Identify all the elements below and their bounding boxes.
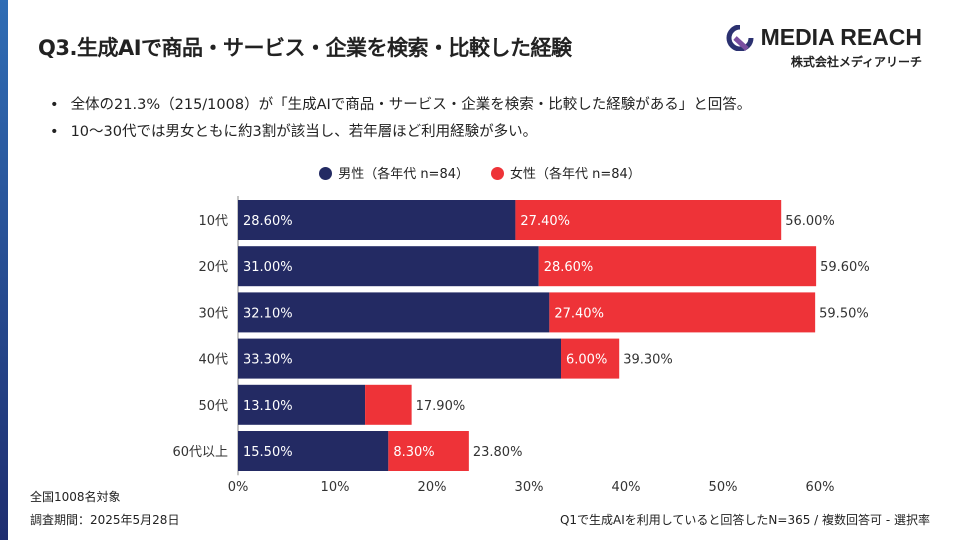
data-label-female: 28.60% (544, 260, 594, 275)
total-label: 59.50% (819, 306, 869, 321)
legend-swatch (319, 167, 333, 180)
x-tick-label: 50% (709, 480, 738, 495)
legend-item-male: 男性（各年代 n=84） (319, 163, 469, 182)
logo-name: MEDIA REACH (760, 24, 922, 50)
bar-male (238, 246, 539, 287)
legend-label: 女性（各年代 n=84） (510, 167, 641, 182)
data-label-female: 27.40% (554, 306, 604, 321)
data-label-male: 15.50% (243, 445, 293, 460)
data-label-male: 31.00% (243, 260, 293, 275)
bar-female (538, 246, 817, 287)
category-label: 10代 (198, 214, 228, 229)
chart-legend: 男性（各年代 n=84） 女性（各年代 n=84） (0, 163, 960, 182)
x-tick-label: 10% (321, 480, 350, 495)
bar-male (238, 200, 516, 240)
x-tick-label: 30% (515, 480, 544, 495)
bullet-item: 10〜30代では男女ともに約3割が該当し、若年層ほど利用経験が多い。 (50, 119, 751, 146)
bar-female (365, 384, 412, 425)
note-sample: 全国1008名対象 (30, 490, 121, 504)
bar-male (238, 431, 389, 471)
legend-item-female: 女性（各年代 n=84） (491, 163, 641, 182)
data-label-male: 13.10% (243, 399, 293, 414)
category-label: 60代以上 (172, 445, 228, 460)
bar-male (238, 384, 366, 425)
bar-female (515, 200, 782, 240)
data-label-female: 27.40% (520, 214, 570, 229)
side-stripe (0, 0, 8, 540)
category-label: 50代 (198, 399, 228, 414)
x-tick-label: 20% (418, 480, 447, 495)
data-label-male: 32.10% (243, 306, 293, 321)
data-label-female: 8.30% (393, 445, 434, 460)
summary-bullets: 全体の21.3%（215/1008）が「生成AIで商品・サービス・企業を検索・比… (50, 92, 752, 146)
category-label: 40代 (198, 353, 228, 368)
bullet-item: 全体の21.3%（215/1008）が「生成AIで商品・サービス・企業を検索・比… (50, 92, 752, 119)
bar-male (238, 338, 562, 379)
total-label: 23.80% (473, 445, 523, 460)
bar-female (388, 431, 469, 471)
category-label: 30代 (198, 306, 228, 321)
legend-label: 男性（各年代 n=84） (338, 167, 469, 182)
bar-female (561, 338, 620, 379)
x-tick-label: 60% (806, 480, 835, 495)
total-label: 59.60% (820, 260, 870, 275)
total-label: 56.00% (785, 214, 835, 229)
x-tick-label: 40% (612, 480, 641, 495)
note-period: 調査期間：2025年5月28日 (30, 513, 180, 527)
logo: MEDIA REACH 株式会社メディアリーチ (725, 24, 922, 70)
bar-male (238, 292, 550, 333)
data-label-male: 28.60% (243, 214, 293, 229)
page-title: Q3.生成AIで商品・サービス・企業を検索・比較した経験 (38, 36, 572, 60)
total-label: 39.30% (623, 353, 673, 368)
bar-female (549, 292, 816, 333)
legend-swatch (491, 167, 504, 180)
note-basis: Q1で生成AIを利用していると回答したN=365 / 複数回答可 - 選択率 (559, 513, 930, 527)
x-tick-label: 0% (228, 480, 249, 495)
total-label: 17.90% (416, 399, 466, 414)
data-label-male: 33.30% (243, 353, 293, 368)
category-label: 20代 (198, 260, 228, 275)
data-label-female: 6.00% (566, 353, 607, 368)
logo-subtitle: 株式会社メディアリーチ (790, 55, 922, 69)
logo-mark-icon (726, 24, 754, 51)
